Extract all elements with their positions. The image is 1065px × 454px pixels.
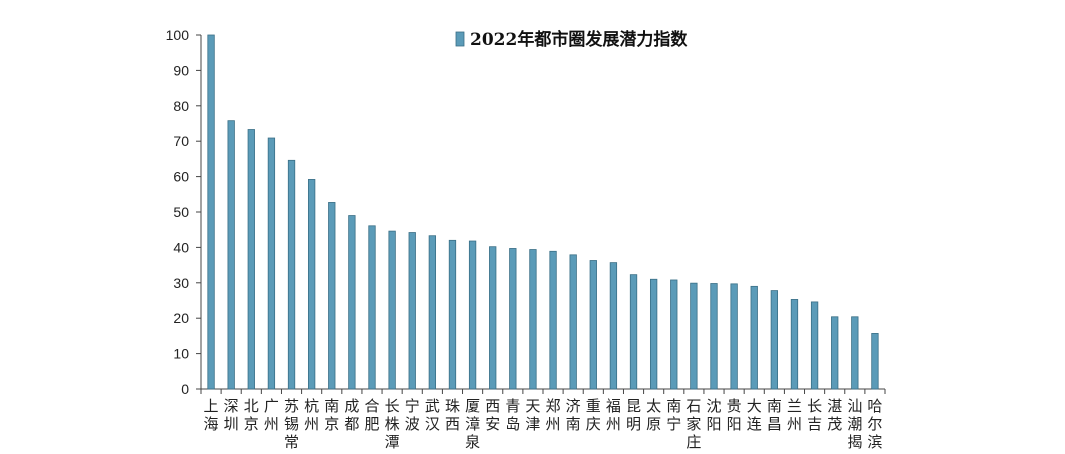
bar [710, 283, 718, 390]
category-label: 苏锡常 [284, 397, 299, 451]
y-tick-label: 0 [181, 381, 189, 397]
y-tick-label: 20 [173, 310, 189, 326]
y-tick-label: 70 [173, 133, 189, 149]
bar [851, 316, 859, 390]
bar [428, 235, 437, 390]
category-labels: 上海深圳北京广州苏锡常杭州南京成都合肥长株潭宁波武汉珠西厦漳泉西安青岛天津郑州济… [204, 397, 883, 451]
category-label: 济南 [566, 397, 581, 433]
bar [609, 262, 618, 390]
category-label: 杭州 [304, 397, 319, 433]
bar [569, 254, 577, 390]
legend: 2022年都市圈发展潜力指数 [455, 29, 688, 50]
y-tick-label: 30 [173, 275, 189, 291]
category-label: 沈阳 [706, 397, 721, 433]
bar [287, 159, 296, 390]
bar [388, 230, 396, 390]
category-label: 上海 [204, 397, 219, 433]
y-tick-label: 50 [173, 204, 189, 220]
category-label: 哈尔滨 [867, 397, 882, 451]
bar [549, 250, 557, 390]
category-label: 太原 [646, 397, 661, 433]
bar [307, 179, 316, 390]
category-label: 湛茂 [827, 397, 842, 433]
bar [790, 299, 799, 390]
category-label: 重庆 [586, 397, 601, 433]
category-label: 珠西 [445, 397, 460, 433]
category-label: 武汉 [425, 397, 440, 433]
category-label: 昆明 [626, 397, 641, 433]
category-label: 成都 [344, 397, 359, 433]
bar [509, 248, 517, 390]
bar [247, 129, 255, 390]
x-axis [200, 388, 886, 394]
category-label: 南昌 [767, 397, 782, 433]
bar [750, 285, 758, 390]
category-label: 贵阳 [727, 397, 742, 433]
bar [348, 215, 356, 390]
category-label: 合肥 [364, 397, 379, 433]
category-label: 北京 [244, 397, 259, 433]
bar [489, 246, 497, 390]
bar [227, 120, 235, 390]
category-label: 西安 [485, 397, 500, 433]
category-label: 汕潮揭 [847, 397, 862, 451]
bar [468, 240, 477, 390]
category-label: 广州 [264, 397, 279, 433]
bar [690, 282, 698, 390]
bar [871, 333, 879, 390]
category-label: 长吉 [807, 397, 822, 433]
bar [207, 34, 215, 390]
y-tick-label: 10 [173, 346, 189, 362]
category-label: 天津 [525, 397, 540, 433]
bar [810, 301, 819, 390]
bar [408, 232, 416, 390]
bars [207, 34, 879, 390]
category-label: 石家庄 [686, 397, 701, 451]
y-tick-label: 40 [173, 239, 189, 255]
bar [529, 249, 537, 390]
category-label: 南宁 [666, 397, 681, 433]
bar [328, 202, 336, 390]
y-axis: 0 10 20 30 40 50 60 70 80 90 100 [166, 27, 202, 397]
category-label: 郑州 [546, 397, 561, 433]
category-label: 兰州 [787, 397, 802, 433]
bar [670, 279, 678, 390]
category-label: 宁波 [405, 397, 420, 433]
legend-label: 2022年都市圈发展潜力指数 [470, 29, 688, 50]
category-label: 深圳 [224, 397, 239, 433]
bar [649, 278, 658, 390]
category-label: 长株潭 [385, 397, 400, 451]
category-label: 福州 [606, 397, 621, 433]
category-label: 大连 [747, 397, 762, 433]
bar [589, 260, 597, 390]
category-label: 南京 [324, 397, 339, 433]
bar [770, 290, 779, 390]
bar [368, 225, 376, 390]
bar [448, 239, 457, 390]
legend-swatch [455, 31, 465, 47]
y-tick-label: 60 [173, 169, 189, 185]
y-tick-label: 80 [173, 98, 189, 114]
category-label: 青岛 [505, 397, 520, 433]
y-tick-label: 100 [166, 27, 190, 43]
bar [831, 316, 839, 390]
category-label: 厦漳泉 [465, 397, 480, 451]
y-tick-label: 90 [173, 62, 189, 78]
bar [730, 283, 738, 390]
bar [267, 137, 276, 390]
bar [629, 274, 638, 390]
